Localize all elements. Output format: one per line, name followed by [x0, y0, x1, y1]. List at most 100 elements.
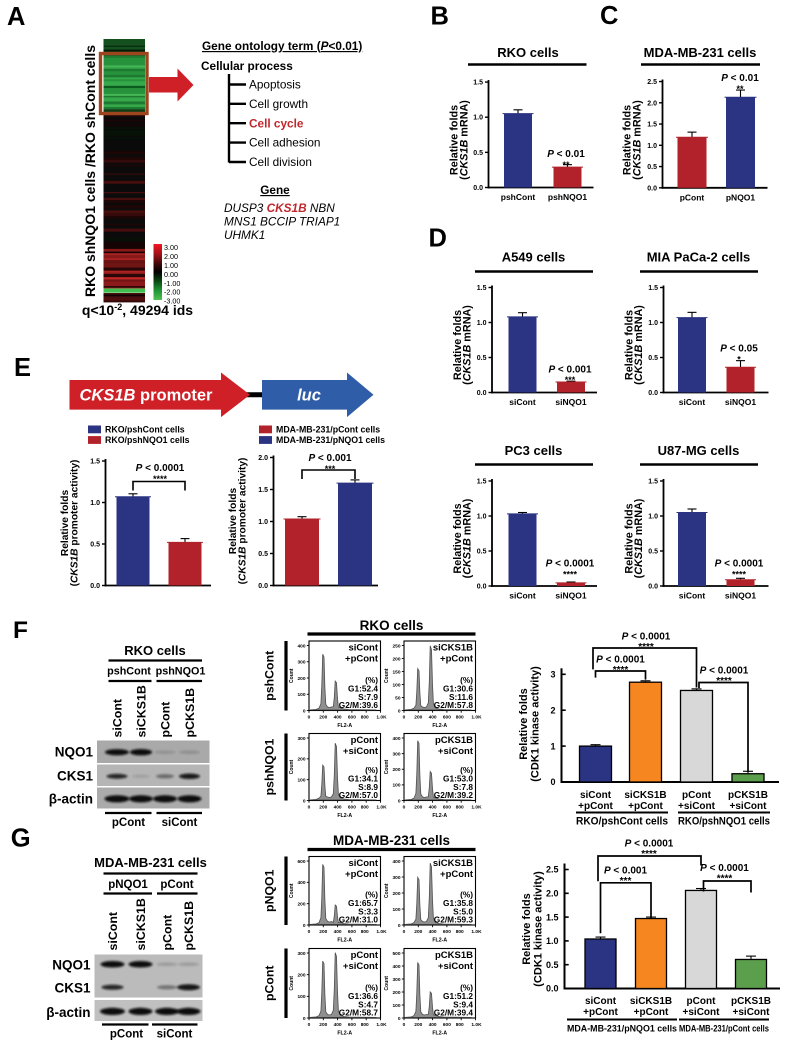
svg-text:****: **** [153, 474, 168, 484]
svg-text:300: 300 [297, 736, 305, 742]
svg-text:(CDK1 kinase activity): (CDK1 kinase activity) [533, 871, 545, 987]
svg-text:200: 200 [392, 656, 400, 662]
svg-text:+pCont: +pCont [345, 654, 379, 665]
svg-text:Relative folds: Relative folds [521, 893, 533, 965]
svg-text:200: 200 [392, 767, 400, 773]
svg-text:-2.00: -2.00 [164, 288, 180, 297]
svg-text:600: 600 [443, 805, 451, 811]
svg-text:500: 500 [392, 951, 400, 957]
svg-text:0: 0 [303, 798, 306, 804]
svg-text:pCont: pCont [351, 735, 379, 746]
svg-text:siCont: siCont [157, 1029, 193, 1041]
svg-text:P < 0.05: P < 0.05 [720, 344, 758, 355]
svg-text:(%): (%) [460, 983, 473, 993]
svg-text:1.5: 1.5 [477, 479, 487, 486]
svg-text:800: 800 [456, 1022, 464, 1028]
svg-text:0.5: 0.5 [477, 355, 487, 362]
svg-text:1.5: 1.5 [258, 487, 268, 494]
svg-text:100: 100 [297, 994, 305, 1000]
svg-text:400: 400 [429, 805, 437, 811]
svg-text:NQO1: NQO1 [55, 745, 94, 760]
svg-text:pCont: pCont [682, 790, 712, 801]
svg-text:siCont: siCont [679, 397, 706, 407]
svg-text:200: 200 [414, 715, 422, 721]
svg-text:P < 0.0001: P < 0.0001 [700, 666, 749, 677]
svg-text:1.5: 1.5 [647, 122, 657, 129]
svg-text:(CKS1B mRNA): (CKS1B mRNA) [462, 305, 474, 385]
svg-text:1: 1 [550, 741, 555, 751]
svg-text:pNQO1: pNQO1 [263, 869, 277, 912]
svg-text:DUSP3 CKS1B NBN: DUSP3 CKS1B NBN [224, 201, 335, 215]
svg-text:400: 400 [392, 859, 400, 865]
svg-text:0.0: 0.0 [648, 390, 658, 397]
svg-text:-1.00: -1.00 [164, 279, 180, 288]
svg-text:siCont: siCont [348, 643, 378, 654]
svg-text:***: *** [325, 464, 336, 474]
svg-text:siCKS1B: siCKS1B [433, 858, 473, 869]
svg-text:Relative folds: Relative folds [624, 310, 636, 380]
svg-text:A: A [7, 3, 25, 31]
svg-text:**: ** [736, 84, 744, 94]
svg-text:Count: Count [289, 976, 295, 991]
svg-text:pCKS1B: pCKS1B [435, 735, 473, 746]
svg-text:S:7.8: S:7.8 [453, 782, 473, 792]
svg-text:+siCont: +siCont [438, 961, 474, 972]
svg-text:S:5.0: S:5.0 [453, 906, 473, 916]
svg-text:0.0: 0.0 [477, 584, 487, 591]
svg-text:600: 600 [443, 929, 451, 935]
svg-text:400: 400 [334, 1022, 342, 1028]
svg-text:P < 0.01: P < 0.01 [547, 149, 585, 160]
svg-text:siNQO1: siNQO1 [555, 591, 586, 601]
svg-text:G2/M:59.3: G2/M:59.3 [434, 915, 474, 925]
svg-text:1.0K: 1.0K [471, 715, 482, 721]
svg-text:F: F [13, 617, 28, 644]
svg-text:+pCont: +pCont [440, 869, 474, 880]
svg-text:Count: Count [289, 883, 295, 898]
svg-text:A549 cells: A549 cells [502, 250, 566, 265]
svg-text:siNQO1: siNQO1 [725, 591, 756, 601]
svg-text:0: 0 [303, 1016, 306, 1022]
svg-text:100: 100 [392, 783, 400, 789]
svg-text:P < 0.001: P < 0.001 [548, 365, 592, 376]
svg-text:+pCont: +pCont [578, 801, 613, 812]
svg-text:100: 100 [297, 777, 305, 783]
svg-text:MDA-MB-231 cells: MDA-MB-231 cells [94, 855, 207, 870]
svg-text:400: 400 [392, 736, 400, 742]
svg-text:3.00: 3.00 [164, 243, 178, 252]
svg-text:200: 200 [297, 676, 305, 682]
svg-text:800: 800 [361, 805, 369, 811]
svg-text:2.0: 2.0 [258, 455, 268, 462]
svg-text:1.0K: 1.0K [471, 929, 482, 935]
svg-text:1.0: 1.0 [90, 500, 100, 507]
svg-text:FL2-A: FL2-A [337, 723, 352, 729]
svg-text:(%): (%) [460, 890, 473, 900]
svg-text:pCKS1B: pCKS1B [182, 901, 196, 951]
svg-text:pCont: pCont [159, 702, 173, 738]
svg-text:400: 400 [429, 929, 437, 935]
svg-text:P < 0.0001: P < 0.0001 [715, 559, 764, 570]
svg-text:****: **** [716, 676, 732, 687]
svg-text:S:3.3: S:3.3 [358, 906, 378, 916]
svg-text:G1:51.2: G1:51.2 [443, 991, 473, 1001]
svg-text:0: 0 [403, 715, 406, 721]
svg-text:G1:65.7: G1:65.7 [348, 898, 378, 908]
svg-text:1.0: 1.0 [546, 936, 559, 946]
svg-text:Cell adhesion: Cell adhesion [249, 136, 320, 150]
svg-text:****: **** [563, 569, 578, 579]
svg-text:pCKS1B: pCKS1B [731, 996, 771, 1007]
svg-text:0: 0 [403, 1022, 406, 1028]
svg-text:400: 400 [392, 964, 400, 970]
svg-text:300: 300 [297, 951, 305, 957]
svg-text:MDA-MB-231 cells: MDA-MB-231 cells [644, 45, 757, 60]
svg-text:siCont: siCont [106, 912, 120, 951]
svg-text:0: 0 [308, 929, 311, 935]
svg-text:0.0: 0.0 [473, 185, 483, 192]
svg-text:P < 0.001: P < 0.001 [604, 866, 648, 877]
svg-text:50: 50 [395, 695, 401, 701]
svg-text:RKO/pshNQO1 cells: RKO/pshNQO1 cells [678, 816, 770, 828]
svg-text:0: 0 [303, 708, 306, 714]
svg-text:pshNQO1: pshNQO1 [263, 738, 277, 795]
svg-text:FL2-A: FL2-A [432, 1031, 447, 1037]
svg-text:P < 0.0001: P < 0.0001 [625, 839, 674, 850]
svg-text:S:8.9: S:8.9 [358, 782, 378, 792]
